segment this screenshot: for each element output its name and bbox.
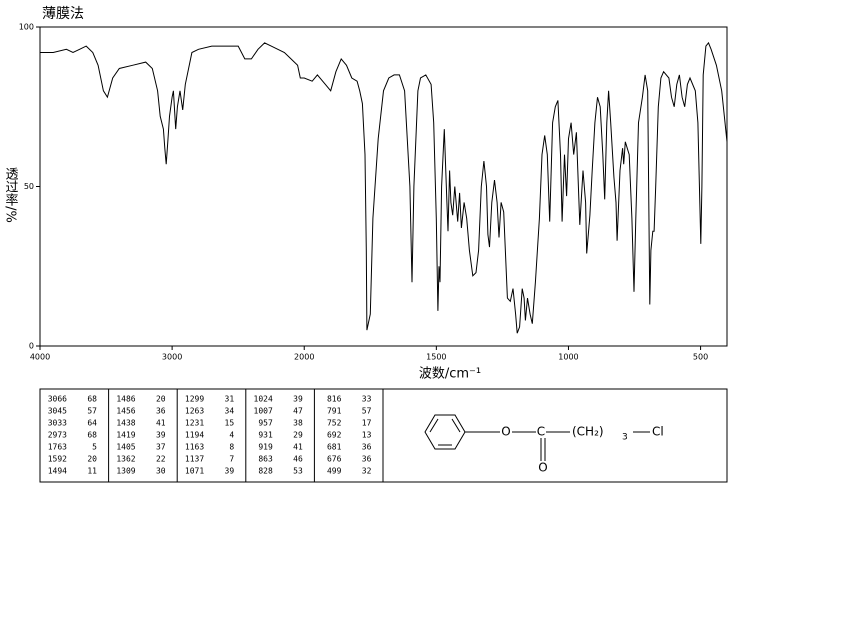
peak-wavenumber: 1137 [185,455,204,464]
peak-transmittance: 8 [229,443,234,452]
peak-wavenumber: 499 [327,467,342,476]
x-tick-label: 3000 [162,353,182,362]
peak-transmittance: 37 [156,443,166,452]
peak-wavenumber: 3045 [48,407,67,416]
peak-transmittance: 68 [87,431,97,440]
peak-transmittance: 17 [362,419,372,428]
atom: O [538,461,547,475]
chart-title: 薄膜法 [42,6,84,22]
peak-wavenumber: 1024 [254,395,273,404]
peak-wavenumber: 1263 [185,407,204,416]
peak-transmittance: 29 [293,431,303,440]
peak-wavenumber: 791 [327,407,342,416]
x-tick-label: 4000 [30,353,50,362]
peak-transmittance: 5 [92,443,97,452]
structure [424,414,650,461]
peak-wavenumber: 1309 [116,467,135,476]
spectrum-line [40,41,728,334]
peak-transmittance: 53 [293,467,303,476]
x-tick-label: 1000 [558,353,578,362]
peak-wavenumber: 1194 [185,431,204,440]
peak-transmittance: 64 [87,419,97,428]
peak-wavenumber: 1071 [185,467,204,476]
peak-wavenumber: 1494 [48,467,67,476]
atom: C [537,425,545,439]
peak-wavenumber: 752 [327,419,342,428]
peak-transmittance: 39 [156,431,166,440]
peak-transmittance: 22 [156,455,166,464]
peak-wavenumber: 1299 [185,395,204,404]
peak-wavenumber: 1007 [254,407,273,416]
peak-transmittance: 36 [156,407,166,416]
peak-wavenumber: 1419 [116,431,135,440]
peak-transmittance: 41 [156,419,166,428]
peak-wavenumber: 692 [327,431,342,440]
peak-wavenumber: 1362 [116,455,135,464]
y-axis-label: 透过率/% [3,167,19,223]
peak-transmittance: 32 [362,467,372,476]
chain: (CH₂) [572,425,604,439]
peak-wavenumber: 2973 [48,431,67,440]
peak-transmittance: 20 [87,455,97,464]
peak-wavenumber: 681 [327,443,342,452]
peak-transmittance: 36 [362,455,372,464]
peak-wavenumber: 828 [258,467,273,476]
bond [451,418,461,433]
peak-wavenumber: 919 [258,443,273,452]
peak-transmittance: 13 [362,431,372,440]
peak-transmittance: 30 [156,467,166,476]
peak-wavenumber: 676 [327,455,342,464]
peak-transmittance: 47 [293,407,303,416]
peak-wavenumber: 1405 [116,443,135,452]
y-tick-label: 0 [29,342,34,351]
peak-transmittance: 38 [293,419,303,428]
peak-wavenumber: 1231 [185,419,204,428]
peak-wavenumber: 3033 [48,419,67,428]
peak-transmittance: 39 [293,395,303,404]
peak-transmittance: 46 [293,455,303,464]
peak-wavenumber: 1456 [116,407,135,416]
peak-wavenumber: 1486 [116,395,135,404]
x-tick-label: 500 [693,353,708,362]
peak-transmittance: 34 [225,407,235,416]
peak-wavenumber: 816 [327,395,342,404]
x-tick-label: 2000 [294,353,314,362]
peak-transmittance: 11 [87,467,97,476]
peak-transmittance: 33 [362,395,372,404]
peak-transmittance: 4 [229,431,234,440]
x-axis-label: 波数/cm⁻¹ [419,367,481,382]
plot-frame [39,26,728,347]
y-tick-label: 50 [24,182,34,191]
peak-wavenumber: 931 [258,431,273,440]
x-tick-label: 1500 [426,353,446,362]
peak-transmittance: 15 [225,419,235,428]
peak-transmittance: 31 [225,395,235,404]
peak-transmittance: 36 [362,443,372,452]
bond [429,418,439,433]
peak-transmittance: 41 [293,443,303,452]
peak-wavenumber: 1763 [48,443,67,452]
chain-count: 3 [622,433,628,443]
peak-transmittance: 68 [87,395,97,404]
peak-transmittance: 39 [225,467,235,476]
peak-transmittance: 57 [87,407,97,416]
peak-wavenumber: 1438 [116,419,135,428]
y-tick-label: 100 [19,23,34,32]
peak-wavenumber: 1592 [48,455,67,464]
peak-wavenumber: 3066 [48,395,67,404]
peak-wavenumber: 863 [258,455,273,464]
atom: O [501,425,510,439]
peak-transmittance: 7 [229,455,234,464]
atom: Cl [652,425,664,439]
peak-transmittance: 57 [362,407,372,416]
peak-wavenumber: 957 [258,419,273,428]
peak-transmittance: 20 [156,395,166,404]
benzene-ring [424,414,466,450]
peak-wavenumber: 1163 [185,443,204,452]
